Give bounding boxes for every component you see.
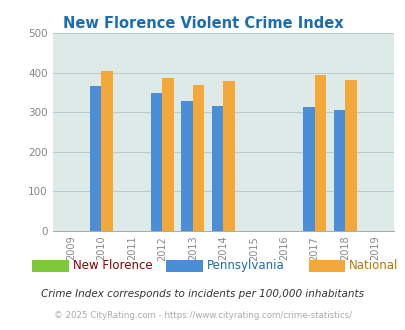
- Bar: [181, 101, 192, 231]
- Bar: [192, 85, 204, 231]
- Bar: [223, 81, 234, 231]
- Bar: [333, 110, 344, 231]
- Bar: [211, 106, 223, 231]
- Text: © 2025 CityRating.com - https://www.cityrating.com/crime-statistics/: © 2025 CityRating.com - https://www.city…: [54, 311, 351, 320]
- Bar: [344, 80, 356, 231]
- Text: National: National: [348, 259, 398, 272]
- Bar: [90, 86, 101, 231]
- Bar: [162, 78, 173, 231]
- Bar: [314, 75, 326, 231]
- Text: Pennsylvania: Pennsylvania: [207, 259, 284, 272]
- Text: New Florence: New Florence: [73, 259, 152, 272]
- Text: Crime Index corresponds to incidents per 100,000 inhabitants: Crime Index corresponds to incidents per…: [41, 289, 364, 299]
- Text: New Florence Violent Crime Index: New Florence Violent Crime Index: [62, 16, 343, 31]
- Bar: [101, 71, 113, 231]
- Bar: [150, 93, 162, 231]
- Bar: [302, 108, 314, 231]
